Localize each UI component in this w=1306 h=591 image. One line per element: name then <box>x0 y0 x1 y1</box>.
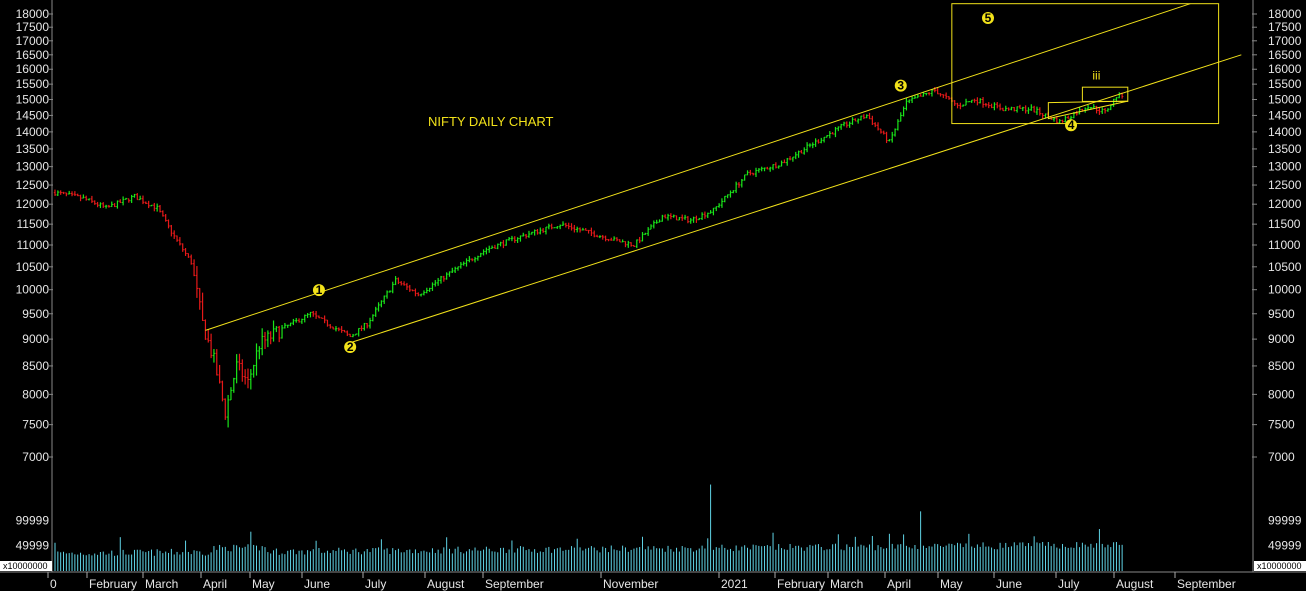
y-tick-label-right: 10500 <box>1268 260 1302 274</box>
y-tick-label-left: 7500 <box>22 418 49 432</box>
y-tick-label-left: 12000 <box>16 197 50 211</box>
wave-marker-1 <box>312 284 325 297</box>
x-tick-label: April <box>203 577 227 591</box>
x-tick-label: February <box>777 577 825 591</box>
x-tick-label: February <box>89 577 137 591</box>
volume-unit-label-left: x10000000 <box>3 561 48 571</box>
wave-label-1: 1 <box>316 283 323 297</box>
y-tick-label-right: 10000 <box>1268 283 1302 297</box>
wave-marker-2 <box>344 341 357 354</box>
y-tick-label-right: 15000 <box>1268 93 1302 107</box>
y-tick-label-left: 18000 <box>16 7 50 21</box>
x-tick-label: July <box>365 577 386 591</box>
y-tick-label-left: 12500 <box>16 178 50 192</box>
channel-line-upper <box>205 3 1191 331</box>
wave-marker-3 <box>894 79 907 92</box>
y-tick-label-right: 8000 <box>1268 387 1295 401</box>
wave-label-4: 4 <box>1068 118 1075 132</box>
y-tick-label-left: 14500 <box>16 108 50 122</box>
x-tick-label: March <box>830 577 863 591</box>
x-tick-label: September <box>1177 577 1236 591</box>
volume-tick-label-left: 99999 <box>16 513 50 527</box>
y-tick-label-right: 13000 <box>1268 160 1302 174</box>
y-tick-label-left: 14000 <box>16 125 50 139</box>
wave-marker-4 <box>1065 119 1078 132</box>
wave-label-3: 3 <box>897 79 904 93</box>
chart-overlays <box>205 3 1242 344</box>
y-tick-label-right: 16500 <box>1268 48 1302 62</box>
x-tick-label: March <box>145 577 178 591</box>
x-tick-label: August <box>427 577 465 591</box>
x-tick-label: June <box>996 577 1022 591</box>
x-tick-label: 0 <box>50 577 57 591</box>
channel-line-lower <box>350 54 1242 344</box>
y-tick-label-right: 12000 <box>1268 197 1302 211</box>
y-tick-label-right: 14000 <box>1268 125 1302 139</box>
volume-tick-label-left: 49999 <box>16 539 50 553</box>
y-tick-label-left: 11000 <box>17 238 50 252</box>
y-tick-label-right: 8500 <box>1268 359 1295 373</box>
y-tick-label-right: 7500 <box>1268 418 1295 432</box>
y-tick-label-right: 15500 <box>1268 77 1302 91</box>
volume-tick-label-right: 99999 <box>1268 513 1302 527</box>
y-tick-label-left: 9500 <box>22 307 49 321</box>
y-axis-ticks: 7000 7000 7500 7500 8000 8000 8500 8500 9000 9000… <box>16 7 1302 464</box>
y-tick-label-right: 7000 <box>1268 450 1295 464</box>
x-tick-label: August <box>1116 577 1154 591</box>
y-tick-label-right: 17000 <box>1268 34 1302 48</box>
y-tick-label-left: 15500 <box>16 77 50 91</box>
wave-labels: 1 2 3 4 5 iii <box>312 11 1100 354</box>
y-tick-label-right: 9000 <box>1268 332 1295 346</box>
x-tick-label: July <box>1058 577 1079 591</box>
y-tick-label-left: 13000 <box>16 160 50 174</box>
y-tick-label-right: 14500 <box>1268 108 1302 122</box>
x-tick-label: May <box>940 577 963 591</box>
annotation-box-1 <box>951 3 1220 125</box>
y-tick-label-right: 13500 <box>1268 142 1302 156</box>
y-tick-label-right: 16000 <box>1268 62 1302 76</box>
y-tick-label-left: 10000 <box>16 283 50 297</box>
volume-unit-label-right: x10000000 <box>1257 561 1302 571</box>
y-tick-label-left: 8500 <box>22 359 49 373</box>
x-tick-label: September <box>485 577 544 591</box>
y-tick-label-right: 18000 <box>1268 7 1302 21</box>
y-tick-label-left: 17500 <box>16 20 50 34</box>
triangle-pattern <box>1047 100 1128 120</box>
wave-marker-5 <box>982 12 994 24</box>
y-tick-label-right: 12500 <box>1268 178 1302 192</box>
y-tick-label-left: 13500 <box>16 142 50 156</box>
y-tick-label-left: 11500 <box>17 217 50 231</box>
volume-tick-label-right: 49999 <box>1268 539 1302 553</box>
wave-label-5: 5 <box>985 11 992 25</box>
x-tick-label: November <box>603 577 658 591</box>
y-tick-label-left: 7000 <box>22 450 49 464</box>
x-tick-label: May <box>252 577 275 591</box>
y-tick-label-right: 9500 <box>1268 307 1295 321</box>
volume-histogram <box>54 484 1123 571</box>
volume-unit-box-right <box>1254 561 1306 571</box>
y-tick-label-left: 16000 <box>16 62 50 76</box>
wave-label-iii: iii <box>1092 69 1100 83</box>
x-tick-label: 2021 <box>721 577 748 591</box>
y-tick-label-left: 9000 <box>22 332 49 346</box>
x-axis-ticks: 0 February March April May June July August Sept… <box>47 572 1236 591</box>
y-tick-label-left: 15000 <box>16 93 50 107</box>
y-tick-label-right: 11500 <box>1268 217 1301 231</box>
price-candles <box>53 87 1124 428</box>
y-tick-label-left: 10500 <box>16 260 50 274</box>
x-tick-label: June <box>304 577 330 591</box>
y-tick-label-right: 17500 <box>1268 20 1302 34</box>
x-tick-label: April <box>887 577 911 591</box>
y-tick-label-left: 16500 <box>16 48 50 62</box>
y-tick-label-left: 17000 <box>16 34 50 48</box>
y-tick-label-left: 8000 <box>22 387 49 401</box>
volume-axis-ticks: 49999 49999 99999 99999 <box>16 513 1302 552</box>
chart-title: NIFTY DAILY CHART <box>428 114 554 129</box>
volume-unit-box-left <box>0 561 52 571</box>
y-tick-label-right: 11000 <box>1268 238 1301 252</box>
wave-label-2: 2 <box>347 340 354 354</box>
